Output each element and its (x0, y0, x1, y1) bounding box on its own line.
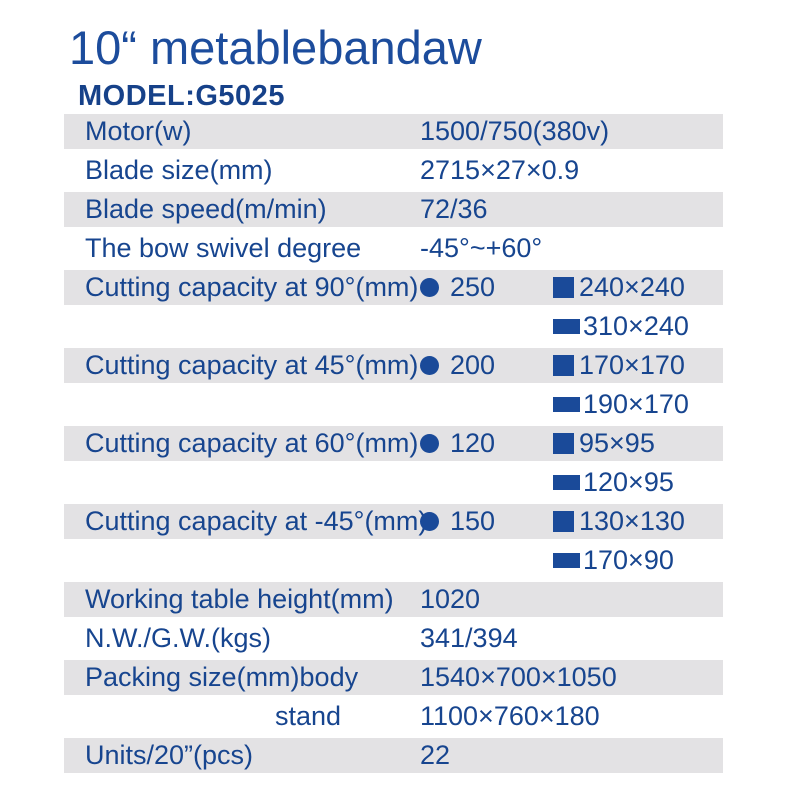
spec-row-cutting-90-extra: 310×240 (64, 307, 723, 346)
rectangle-capacity-cell: 190×170 (553, 385, 689, 424)
square-capacity-icon (553, 355, 574, 376)
round-capacity-cell: 250 (420, 268, 495, 307)
spec-value: 250 (450, 272, 496, 302)
spec-label: N.W./G.W.(kgs) (85, 623, 271, 653)
round-capacity-cell: 200 (420, 346, 495, 385)
spec-row-blade-speed: Blade speed(m/min) 72/36 (64, 190, 723, 229)
rectangle-capacity-icon (553, 397, 580, 412)
spec-label: Packing size(mm)body (85, 662, 359, 692)
rectangle-capacity-cell: 310×240 (553, 307, 689, 346)
spec-label: The bow swivel degree (85, 233, 362, 263)
square-capacity-cell: 240×240 (553, 268, 685, 307)
spec-row-cutting-45: Cutting capacity at 45°(mm) 200 170×170 (64, 346, 723, 385)
spec-label: Cutting capacity at 90°(mm) (85, 272, 419, 302)
spec-table: Motor(w) 1500/750(380v) Blade size(mm) 2… (64, 112, 723, 775)
spec-row-motor: Motor(w) 1500/750(380v) (64, 112, 723, 151)
round-capacity-icon (420, 434, 439, 453)
spec-value: 170×170 (579, 350, 685, 380)
page-title: 10“ metablebandaw (69, 21, 482, 74)
spec-row-cutting-neg45: Cutting capacity at -45°(mm) 150 130×130 (64, 502, 723, 541)
spec-label: stand (275, 701, 342, 731)
spec-value: 120×95 (583, 467, 674, 497)
spec-row-units: Units/20”(pcs) 22 (64, 736, 723, 775)
square-capacity-cell: 170×170 (553, 346, 685, 385)
square-capacity-icon (553, 511, 574, 532)
spec-row-bow-swivel: The bow swivel degree -45°~+60° (64, 229, 723, 268)
spec-label: Cutting capacity at -45°(mm) (85, 506, 428, 536)
rectangle-capacity-cell: 170×90 (553, 541, 674, 580)
spec-value: 95×95 (579, 428, 655, 458)
spec-row-packing-stand: stand 1100×760×180 (64, 697, 723, 736)
square-capacity-icon (553, 277, 574, 298)
round-capacity-cell: 120 (420, 424, 495, 463)
spec-value: 240×240 (579, 272, 685, 302)
spec-value: 130×130 (579, 506, 685, 536)
rectangle-capacity-icon (553, 475, 580, 490)
spec-value: 1100×760×180 (420, 701, 600, 731)
spec-value: 170×90 (583, 545, 674, 575)
spec-value: 150 (450, 506, 496, 536)
spec-row-nw-gw: N.W./G.W.(kgs) 341/394 (64, 619, 723, 658)
spec-value: 1540×700×1050 (420, 662, 617, 692)
spec-value: 200 (450, 350, 496, 380)
round-capacity-icon (420, 278, 439, 297)
spec-row-cutting-neg45-extra: 170×90 (64, 541, 723, 580)
round-capacity-icon (420, 512, 439, 531)
spec-value: 72/36 (420, 194, 488, 224)
spec-label: Blade speed(m/min) (85, 194, 327, 224)
square-capacity-cell: 95×95 (553, 424, 655, 463)
spec-value: 1020 (420, 584, 481, 614)
spec-label: Cutting capacity at 60°(mm) (85, 428, 419, 458)
spec-row-cutting-45-extra: 190×170 (64, 385, 723, 424)
spec-value: 1500/750(380v) (420, 116, 610, 146)
spec-value: 341/394 (420, 623, 518, 653)
round-capacity-icon (420, 356, 439, 375)
rectangle-capacity-icon (553, 319, 580, 334)
spec-value: 120 (450, 428, 496, 458)
round-capacity-cell: 150 (420, 502, 495, 541)
spec-row-packing-body: Packing size(mm)body 1540×700×1050 (64, 658, 723, 697)
spec-value: 310×240 (583, 311, 689, 341)
spec-label: Units/20”(pcs) (85, 740, 254, 770)
spec-label: Working table height(mm) (85, 584, 394, 614)
spec-label: Cutting capacity at 45°(mm) (85, 350, 419, 380)
spec-value: 2715×27×0.9 (420, 155, 580, 185)
spec-row-blade-size: Blade size(mm) 2715×27×0.9 (64, 151, 723, 190)
model-number: MODEL:G5025 (78, 80, 285, 112)
spec-row-cutting-90: Cutting capacity at 90°(mm) 250 240×240 (64, 268, 723, 307)
spec-value: 190×170 (583, 389, 689, 419)
spec-value: 22 (420, 740, 451, 770)
spec-row-cutting-60-extra: 120×95 (64, 463, 723, 502)
square-capacity-icon (553, 433, 574, 454)
spec-label: Motor(w) (85, 116, 192, 146)
spec-label: Blade size(mm) (85, 155, 273, 185)
spec-value: -45°~+60° (420, 233, 543, 263)
spec-row-cutting-60: Cutting capacity at 60°(mm) 120 95×95 (64, 424, 723, 463)
spec-row-table-height: Working table height(mm) 1020 (64, 580, 723, 619)
rectangle-capacity-cell: 120×95 (553, 463, 674, 502)
rectangle-capacity-icon (553, 553, 580, 568)
square-capacity-cell: 130×130 (553, 502, 685, 541)
